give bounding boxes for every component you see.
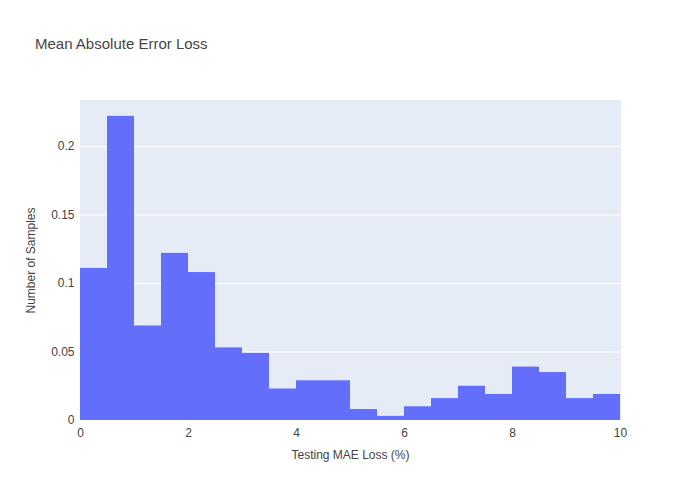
- svg-text:10: 10: [614, 426, 628, 440]
- svg-text:0.2: 0.2: [58, 139, 75, 153]
- svg-text:6: 6: [401, 426, 408, 440]
- svg-text:0: 0: [68, 413, 75, 427]
- svg-text:0.15: 0.15: [51, 208, 75, 222]
- svg-text:0.05: 0.05: [51, 345, 75, 359]
- svg-text:4: 4: [293, 426, 300, 440]
- svg-text:0.1: 0.1: [58, 276, 75, 290]
- svg-text:Number of Samples: Number of Samples: [24, 207, 38, 313]
- svg-text:0: 0: [77, 426, 84, 440]
- svg-text:Testing MAE Loss (%): Testing MAE Loss (%): [291, 448, 409, 462]
- svg-text:8: 8: [509, 426, 516, 440]
- svg-text:2: 2: [185, 426, 192, 440]
- html-text:Mean Absolute Error Loss: Mean Absolute Error Loss: [35, 35, 208, 52]
